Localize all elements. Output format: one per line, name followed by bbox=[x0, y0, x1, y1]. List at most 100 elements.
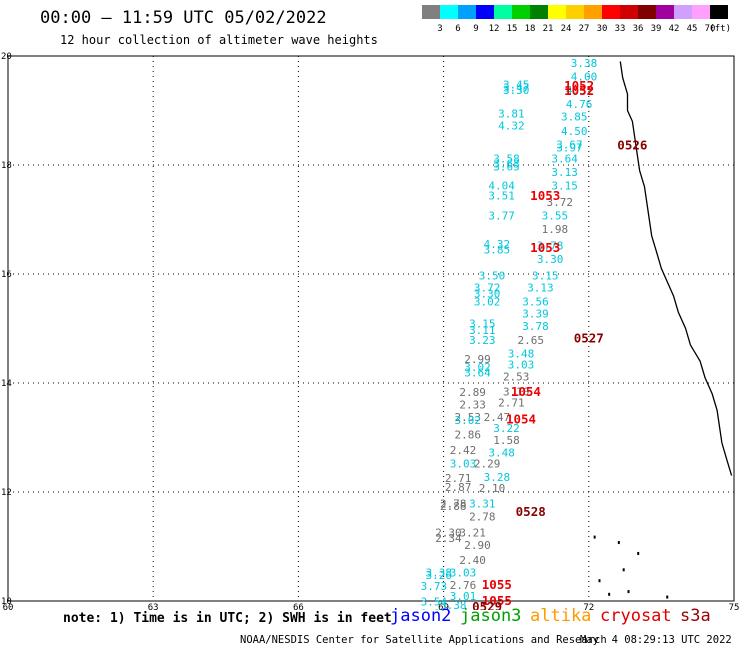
wave-height-value: 3.48 bbox=[508, 347, 535, 360]
map-frame bbox=[7, 55, 735, 602]
wave-height-value: 3.38 bbox=[571, 57, 598, 70]
legend-swatch bbox=[530, 5, 548, 19]
island bbox=[593, 535, 596, 539]
wave-height-value: 3.03 bbox=[450, 457, 477, 470]
wave-height-value: 2.34 bbox=[435, 532, 462, 545]
pass-time-label: 0529 bbox=[472, 599, 502, 610]
wave-height-value: 2.78 bbox=[440, 497, 467, 510]
wave-height-value: 2.89 bbox=[459, 386, 486, 399]
wave-height-value: 3.78 bbox=[537, 239, 564, 252]
wave-height-value: 3.38 bbox=[440, 599, 467, 610]
island bbox=[598, 579, 601, 583]
wave-height-value: 3.77 bbox=[488, 210, 515, 223]
lon-tick-label: 72 bbox=[583, 603, 594, 610]
lat-tick-label: 14 bbox=[1, 379, 12, 389]
legend-label: 12 bbox=[489, 24, 500, 34]
wave-height-value: 3.15 bbox=[469, 317, 496, 330]
lon-tick-label: 63 bbox=[148, 603, 159, 610]
note-text: note: 1) Time is in UTC; 2) SWH is in fe… bbox=[63, 611, 392, 626]
wave-height-value: 4.50 bbox=[561, 125, 588, 138]
wave-height-value: 2.88 bbox=[440, 500, 467, 513]
wave-height-value: 3.02 bbox=[464, 361, 491, 374]
lat-tick-label: 10 bbox=[1, 597, 12, 607]
wave-height-value: 2.42 bbox=[450, 444, 477, 457]
legend-swatch bbox=[674, 5, 692, 19]
legend-label: 30 bbox=[597, 24, 608, 34]
legend-swatch bbox=[476, 5, 494, 19]
legend-unit: (ft) bbox=[709, 24, 731, 34]
wave-height-value: 3.81 bbox=[498, 108, 525, 121]
wave-height-value: 3.30 bbox=[421, 607, 448, 610]
legend-label: 24 bbox=[561, 24, 572, 34]
legend-label: 3 bbox=[437, 24, 442, 34]
pass-time-label: 1052 bbox=[564, 78, 594, 93]
lon-tick-label: 60 bbox=[3, 603, 14, 610]
wave-height-value: 3.13 bbox=[551, 166, 578, 179]
wave-height-value: 3.38 bbox=[426, 566, 453, 579]
legend-label: 33 bbox=[615, 24, 626, 34]
wave-height-value: 3.21 bbox=[459, 527, 486, 540]
page-subtitle: 12 hour collection of altimeter wave hei… bbox=[60, 33, 378, 47]
lat-tick-label: 16 bbox=[1, 270, 12, 280]
wave-height-value: 3.10 bbox=[503, 386, 530, 399]
wave-height-value: 2.53 bbox=[455, 411, 482, 424]
wave-height-value: 3.65 bbox=[493, 160, 520, 173]
coastline bbox=[619, 61, 733, 476]
legend-label: 39 bbox=[651, 24, 662, 34]
wave-height-value: 3.48 bbox=[488, 447, 515, 460]
wave-height-value: 3.02 bbox=[474, 296, 501, 309]
wave-height-value: 3.30 bbox=[537, 253, 564, 266]
wave-height-value: 2.30 bbox=[435, 527, 462, 540]
lat-tick-label: 12 bbox=[1, 488, 12, 498]
wave-height-value: 3.47 bbox=[503, 81, 530, 94]
legend-swatch bbox=[602, 5, 620, 19]
wave-height-value: 2.33 bbox=[459, 399, 486, 412]
wave-height-value: 3.15 bbox=[551, 180, 578, 193]
lat-tick-label: 20 bbox=[1, 52, 12, 62]
island bbox=[637, 551, 640, 555]
legend-swatch bbox=[584, 5, 602, 19]
wave-height-value: 3.30 bbox=[474, 287, 501, 300]
wave-height-value: 3.58 bbox=[493, 152, 520, 165]
wave-height-value: 3.73 bbox=[421, 580, 448, 593]
legend-swatch bbox=[512, 5, 530, 19]
wave-height-value: 3.72 bbox=[547, 196, 574, 209]
wave-height-value: 2.40 bbox=[459, 554, 486, 567]
wave-height-value: 3.55 bbox=[542, 210, 569, 223]
wave-height-value: 4.76 bbox=[566, 98, 593, 111]
wave-height-value: 3.85 bbox=[484, 243, 511, 256]
legend-label: 9 bbox=[473, 24, 478, 34]
wave-height-value: 3.22 bbox=[493, 422, 520, 435]
legend-swatch bbox=[494, 5, 512, 19]
wave-height-value: 3.13 bbox=[527, 281, 554, 294]
wave-height-value: 2.90 bbox=[464, 539, 491, 552]
island bbox=[608, 592, 611, 596]
wave-height-value: 3.50 bbox=[479, 269, 506, 282]
generated-timestamp: May 4 08:29:13 UTC 2022 bbox=[580, 634, 732, 646]
satellite-altika: altika bbox=[530, 606, 592, 626]
pass-time-label: 1052 bbox=[564, 83, 594, 98]
wave-height-value: 3.97 bbox=[556, 141, 583, 154]
legend-swatch bbox=[656, 5, 674, 19]
satellite-s3a: s3a bbox=[680, 606, 711, 626]
wave-height-value: 1.58 bbox=[493, 434, 520, 447]
wave-height-value: 4.04 bbox=[488, 180, 515, 193]
wave-height-value: 2.65 bbox=[517, 334, 544, 347]
page-title: 00:00 – 11:59 UTC 05/02/2022 bbox=[40, 8, 327, 28]
wave-height-value: 3.67 bbox=[556, 139, 583, 152]
wave-height-value: 4.32 bbox=[484, 238, 511, 251]
wave-height-value: 3.51 bbox=[488, 189, 515, 202]
wave-height-value: 3.28 bbox=[484, 471, 511, 484]
wave-height-value: 3.31 bbox=[469, 497, 496, 510]
wave-height-value: 1.98 bbox=[542, 223, 569, 236]
wave-height-value: 2.10 bbox=[479, 482, 506, 495]
wave-height-value: 3.54 bbox=[421, 595, 448, 608]
pass-time-label: 1055 bbox=[482, 577, 512, 592]
wave-height-value: 3.30 bbox=[503, 84, 530, 97]
wave-height-value: 3.02 bbox=[455, 414, 482, 427]
lon-tick-label: 66 bbox=[293, 603, 304, 610]
wave-height-value: 4.31 bbox=[566, 84, 593, 97]
legend-label: 15 bbox=[507, 24, 518, 34]
wave-height-value: 3.11 bbox=[469, 324, 496, 337]
wave-height-value: 3.03 bbox=[508, 358, 535, 371]
